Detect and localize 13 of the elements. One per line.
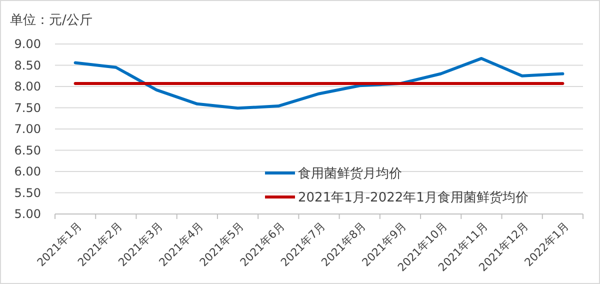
y-tick-label: 7.00 <box>14 122 41 136</box>
y-tick-label: 9.00 <box>14 37 41 52</box>
y-tick-label: 6.00 <box>14 164 41 179</box>
legend-label: 食用菌鲜货月均价 <box>298 166 402 182</box>
legend-label: 2021年1月-2022年1月食用菌鲜货均价 <box>298 190 528 206</box>
y-tick-label: 6.50 <box>14 143 41 158</box>
y-tick-label: 8.50 <box>14 58 41 72</box>
y-tick-label: 7.50 <box>14 100 41 115</box>
y-axis-title: 单位：元/公斤 <box>10 13 92 28</box>
y-tick-label: 5.50 <box>14 186 41 200</box>
line-series <box>74 56 564 110</box>
y-tick-label: 5.00 <box>14 207 41 222</box>
y-tick-label: 8.00 <box>14 80 41 94</box>
